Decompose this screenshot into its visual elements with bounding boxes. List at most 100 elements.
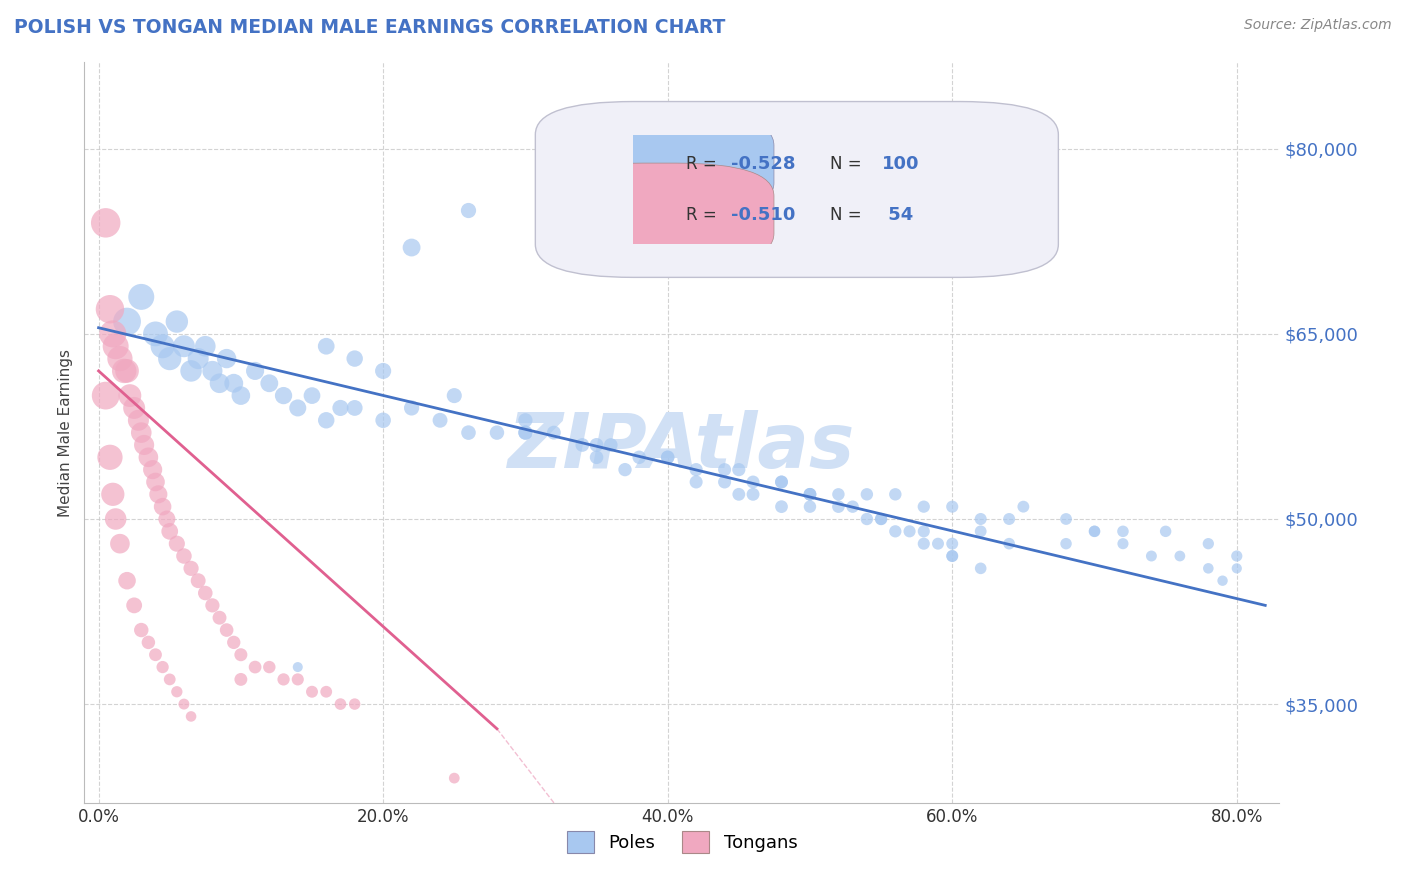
Point [727,462,749,476]
Point [94,216,117,230]
Point [115,314,138,328]
Point [457,203,479,218]
Point [373,364,395,378]
Point [1154,524,1177,539]
Point [122,401,145,415]
Point [585,438,607,452]
Point [287,660,309,674]
Text: R =: R = [686,155,721,173]
Point [94,389,117,403]
Point [166,685,188,699]
Point [122,599,145,613]
Point [1197,561,1219,575]
Point [129,290,152,304]
Point [159,351,181,366]
Point [1083,524,1105,539]
Point [657,450,679,465]
Point [799,487,821,501]
Point [201,599,224,613]
Point [229,389,252,403]
Text: N =: N = [830,206,866,224]
Point [713,462,735,476]
Point [998,512,1021,526]
Legend: Poles, Tongans: Poles, Tongans [560,824,804,861]
Point [856,512,879,526]
Text: N =: N = [830,155,866,173]
Point [543,425,565,440]
Point [1112,536,1135,550]
FancyBboxPatch shape [536,102,1059,277]
Point [187,351,209,366]
Point [138,450,160,465]
Point [912,500,935,514]
Point [152,660,174,674]
Point [343,697,366,711]
Point [166,536,188,550]
Point [941,549,963,563]
Point [194,586,217,600]
Point [343,401,366,415]
Point [941,549,963,563]
Y-axis label: Median Male Earnings: Median Male Earnings [58,349,73,516]
Point [215,623,238,637]
Point [229,648,252,662]
Point [599,438,621,452]
Point [1054,512,1077,526]
Point [138,635,160,649]
Point [1112,524,1135,539]
Point [194,339,217,353]
Point [215,351,238,366]
Text: R =: R = [686,206,721,224]
Point [827,500,849,514]
Point [301,389,323,403]
Point [329,401,352,415]
Point [166,314,188,328]
Point [315,339,337,353]
Point [287,401,309,415]
Point [145,648,167,662]
Point [799,500,821,514]
Point [115,574,138,588]
Point [108,351,131,366]
Point [898,524,921,539]
Point [443,389,465,403]
Point [628,450,651,465]
Point [870,512,893,526]
Point [485,425,508,440]
Point [108,536,131,550]
Point [243,364,266,378]
Point [657,450,679,465]
Point [856,487,879,501]
Point [770,475,793,489]
Point [115,364,138,378]
Point [152,500,174,514]
Point [457,425,479,440]
Point [713,475,735,489]
Point [970,512,993,526]
Point [101,326,124,341]
Point [104,339,127,353]
Point [315,413,337,427]
Point [301,685,323,699]
Text: -0.528: -0.528 [731,155,796,173]
Point [373,413,395,427]
Point [742,487,765,501]
Point [998,536,1021,550]
Point [1212,574,1234,588]
Point [1197,536,1219,550]
Point [870,512,893,526]
Point [180,709,202,723]
Point [770,475,793,489]
Point [515,425,537,440]
Point [208,611,231,625]
FancyBboxPatch shape [546,112,773,216]
Point [429,413,451,427]
Point [156,512,179,526]
Point [112,364,135,378]
Point [273,389,295,403]
Point [142,462,165,476]
Point [148,487,170,501]
Point [841,500,863,514]
Point [208,376,231,391]
Point [104,512,127,526]
